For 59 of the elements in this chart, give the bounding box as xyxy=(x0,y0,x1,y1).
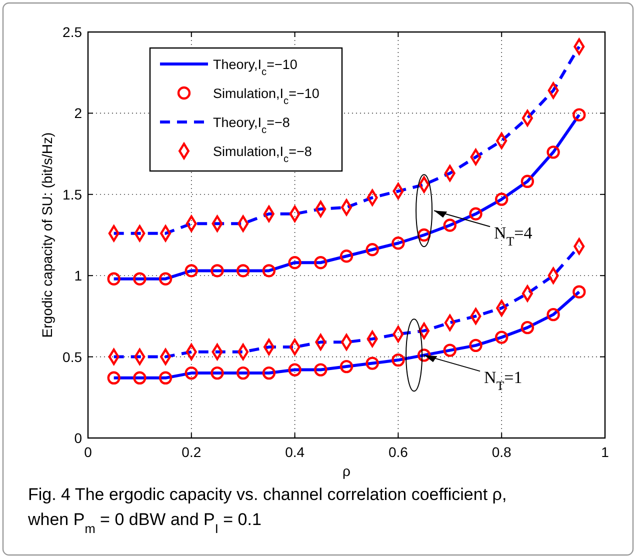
point xyxy=(417,228,431,242)
point xyxy=(546,146,560,159)
point xyxy=(392,353,405,367)
x-tick-label: 0.4 xyxy=(285,444,305,460)
y-axis-title: Ergodic capacity of SU: (bit/s/Hz) xyxy=(39,132,55,338)
y-tick-label: 1 xyxy=(74,268,82,284)
point xyxy=(288,256,302,270)
point xyxy=(520,174,534,188)
x-tick-label: 0.6 xyxy=(388,444,408,460)
legend-label: Theory,I$_{c}$=−8 xyxy=(213,115,290,136)
y-tick-label: 0.5 xyxy=(62,348,82,365)
x-tick-label: 0.8 xyxy=(492,444,512,460)
point xyxy=(133,272,146,286)
point xyxy=(184,264,198,278)
point xyxy=(236,264,250,278)
annotation: N$_{T}$=4 xyxy=(494,224,533,249)
point xyxy=(210,366,224,380)
point xyxy=(133,371,146,385)
y-tick-label: 2 xyxy=(74,105,82,122)
point xyxy=(210,264,224,278)
point xyxy=(469,338,482,352)
point xyxy=(236,366,250,380)
point xyxy=(288,363,302,376)
annotation: N$_{T}$=1 xyxy=(484,368,522,394)
legend-label: Simulation,I$_{c}$=−10 xyxy=(213,86,320,106)
point xyxy=(107,272,120,286)
point xyxy=(314,256,328,270)
point xyxy=(262,264,276,278)
point xyxy=(366,243,379,256)
point xyxy=(366,356,379,370)
point xyxy=(520,320,534,334)
point xyxy=(107,371,120,385)
point xyxy=(546,308,560,322)
point xyxy=(314,363,328,376)
y-tick-label: 2.5 xyxy=(62,24,82,40)
y-tick-label: 0 xyxy=(74,430,82,446)
point xyxy=(392,236,405,250)
point xyxy=(417,348,431,362)
point xyxy=(495,192,508,206)
point xyxy=(262,366,276,380)
caption: Fig. 4 The ergodic capacity vs. channel correlation coefficient ρ, when P$_{m}$ = 0 dBW and P$_{I}$ = 0.1 xyxy=(27,485,507,536)
point xyxy=(572,108,586,122)
point xyxy=(158,272,172,286)
y-tick-label: 1.5 xyxy=(62,186,82,202)
point xyxy=(158,371,172,385)
x-tick-label: 0.2 xyxy=(182,444,202,460)
point xyxy=(443,218,456,232)
point xyxy=(184,366,198,380)
x-axis-title: ρ xyxy=(342,463,351,479)
point xyxy=(340,250,354,263)
point xyxy=(443,344,456,357)
point xyxy=(340,360,354,374)
x-tick-label: 1 xyxy=(601,444,610,460)
point xyxy=(572,285,586,298)
point xyxy=(469,207,482,220)
x-tick-label: 0 xyxy=(84,444,92,460)
legend-label: Simulation,I$_{c}$=−8 xyxy=(213,144,312,164)
legend-label: Theory,I$_{c}$=−10 xyxy=(213,57,298,78)
point xyxy=(495,330,508,344)
